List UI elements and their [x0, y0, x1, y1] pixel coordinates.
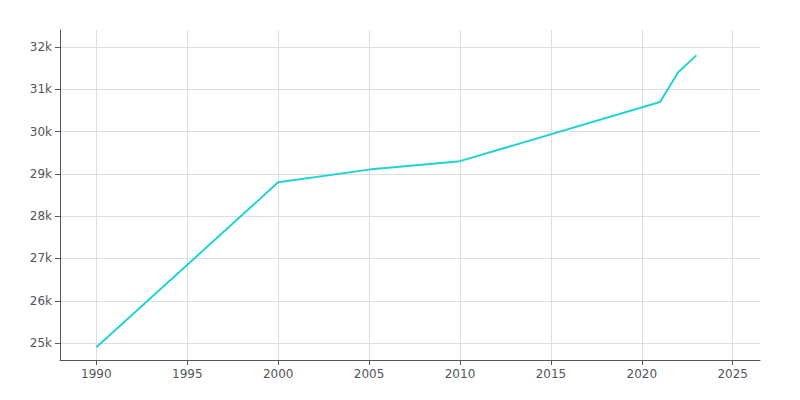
svg-text:2015: 2015 [536, 367, 567, 381]
svg-text:31k: 31k [30, 82, 52, 96]
svg-text:1995: 1995 [172, 367, 203, 381]
svg-text:29k: 29k [30, 167, 52, 181]
svg-text:2005: 2005 [354, 367, 385, 381]
svg-text:26k: 26k [30, 294, 52, 308]
svg-text:30k: 30k [30, 125, 52, 139]
svg-text:2010: 2010 [445, 367, 476, 381]
svg-text:2000: 2000 [263, 367, 294, 381]
svg-text:25k: 25k [30, 336, 52, 350]
svg-text:2025: 2025 [717, 367, 748, 381]
svg-text:2020: 2020 [627, 367, 658, 381]
svg-text:28k: 28k [30, 209, 52, 223]
svg-text:1990: 1990 [81, 367, 112, 381]
svg-text:32k: 32k [30, 40, 52, 54]
svg-text:27k: 27k [30, 251, 52, 265]
